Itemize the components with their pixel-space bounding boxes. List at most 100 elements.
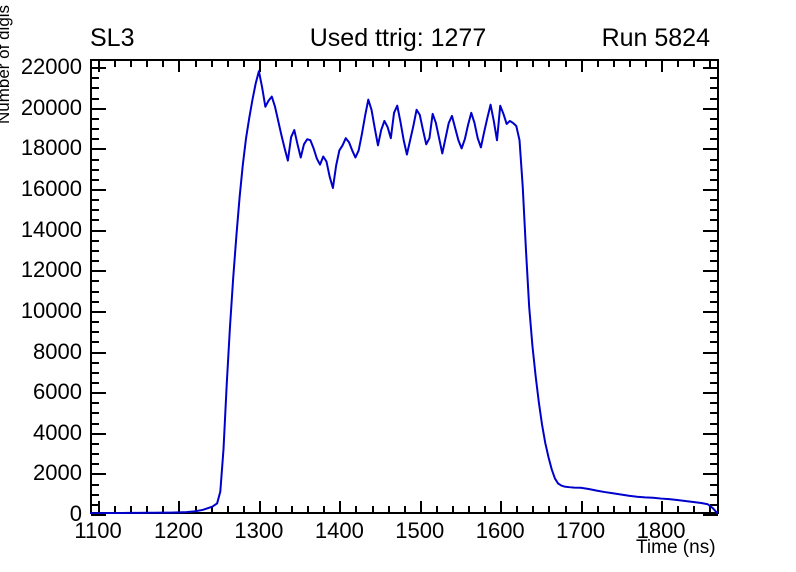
y-minor-tick xyxy=(91,280,99,282)
x-major-tick xyxy=(420,501,422,513)
x-minor-tick-top xyxy=(227,60,229,67)
y-minor-tick xyxy=(91,443,99,445)
x-minor-tick-top xyxy=(162,60,164,67)
y-minor-tick-right xyxy=(710,98,718,100)
y-minor-tick xyxy=(91,362,99,364)
y-minor-tick xyxy=(91,372,99,374)
y-minor-tick-right xyxy=(710,77,718,79)
y-major-tick xyxy=(91,270,106,272)
y-minor-tick xyxy=(91,504,99,506)
y-tick-label: 20000 xyxy=(20,94,82,120)
y-tick-label: 8000 xyxy=(33,338,82,364)
x-minor-tick-top xyxy=(404,60,406,67)
y-major-tick-right xyxy=(703,352,718,354)
y-major-tick-right xyxy=(703,311,718,313)
x-minor-tick xyxy=(693,506,695,513)
y-minor-tick-right xyxy=(710,341,718,343)
x-minor-tick xyxy=(130,506,132,513)
x-major-tick xyxy=(339,501,341,513)
x-minor-tick-top xyxy=(516,60,518,67)
y-minor-tick-right xyxy=(710,402,718,404)
y-minor-tick-right xyxy=(710,504,718,506)
y-tick-label: 22000 xyxy=(20,54,82,80)
y-minor-tick xyxy=(91,240,99,242)
x-minor-tick-top xyxy=(613,60,615,67)
y-minor-tick xyxy=(91,331,99,333)
y-major-tick-right xyxy=(703,230,718,232)
y-minor-tick xyxy=(91,138,99,140)
x-minor-tick xyxy=(114,506,116,513)
y-minor-tick-right xyxy=(710,250,718,252)
y-tick-label: 12000 xyxy=(20,257,82,283)
x-minor-tick xyxy=(372,506,374,513)
x-minor-tick-top xyxy=(388,60,390,67)
y-minor-tick-right xyxy=(710,494,718,496)
y-major-tick-right xyxy=(703,392,718,394)
x-minor-tick xyxy=(227,506,229,513)
x-minor-tick xyxy=(243,506,245,513)
x-tick-label: 1800 xyxy=(636,518,686,543)
y-minor-tick xyxy=(91,250,99,252)
y-minor-tick xyxy=(91,494,99,496)
x-minor-tick-top xyxy=(709,60,711,67)
y-minor-tick xyxy=(91,423,99,425)
x-major-tick xyxy=(500,501,502,513)
x-minor-tick-top xyxy=(114,60,116,67)
x-major-tick xyxy=(98,501,100,513)
y-minor-tick-right xyxy=(710,209,718,211)
x-minor-tick-top xyxy=(677,60,679,67)
x-minor-tick xyxy=(146,506,148,513)
y-minor-tick xyxy=(91,169,99,171)
x-minor-tick xyxy=(629,506,631,513)
y-minor-tick xyxy=(91,128,99,130)
x-tick-label: 1500 xyxy=(395,518,445,543)
x-minor-tick xyxy=(532,506,534,513)
y-minor-tick-right xyxy=(710,179,718,181)
x-minor-tick-top xyxy=(468,60,470,67)
y-minor-tick-right xyxy=(710,362,718,364)
y-minor-tick-right xyxy=(710,453,718,455)
x-minor-tick-top xyxy=(211,60,213,67)
x-minor-tick-top xyxy=(548,60,550,67)
x-major-tick xyxy=(178,501,180,513)
x-minor-tick xyxy=(307,506,309,513)
y-minor-tick xyxy=(91,382,99,384)
y-major-tick-right xyxy=(703,189,718,191)
x-tick-label: 1100 xyxy=(74,518,122,543)
x-tick-label: 1700 xyxy=(556,518,606,543)
x-minor-tick-top xyxy=(307,60,309,67)
x-minor-tick-top xyxy=(693,60,695,67)
pad-title-right: Run 5824 xyxy=(601,24,710,52)
x-major-tick-top xyxy=(98,60,100,72)
pad-title-center: Used ttrig: 1277 xyxy=(309,24,487,52)
x-minor-tick-top xyxy=(291,60,293,67)
y-major-tick xyxy=(91,230,106,232)
y-minor-tick xyxy=(91,199,99,201)
x-minor-tick-top xyxy=(195,60,197,67)
x-minor-tick-top xyxy=(355,60,357,67)
y-major-tick xyxy=(91,189,106,191)
x-minor-tick-top xyxy=(436,60,438,67)
x-minor-tick xyxy=(565,506,567,513)
plot-frame xyxy=(90,59,719,514)
x-tick-label: 1200 xyxy=(153,518,203,543)
y-minor-tick-right xyxy=(710,128,718,130)
y-minor-tick-right xyxy=(710,412,718,414)
y-minor-tick-right xyxy=(710,240,718,242)
y-major-tick-right xyxy=(703,514,718,516)
x-minor-tick-top xyxy=(275,60,277,67)
y-minor-tick-right xyxy=(710,372,718,374)
y-minor-tick xyxy=(91,98,99,100)
y-minor-tick-right xyxy=(710,219,718,221)
x-minor-tick xyxy=(404,506,406,513)
y-minor-tick xyxy=(91,260,99,262)
x-minor-tick xyxy=(548,506,550,513)
x-minor-tick xyxy=(388,506,390,513)
y-minor-tick-right xyxy=(710,321,718,323)
x-minor-tick xyxy=(677,506,679,513)
x-minor-tick-top xyxy=(645,60,647,67)
x-minor-tick-top xyxy=(532,60,534,67)
y-minor-tick xyxy=(91,453,99,455)
x-tick-label: 1600 xyxy=(475,518,525,543)
